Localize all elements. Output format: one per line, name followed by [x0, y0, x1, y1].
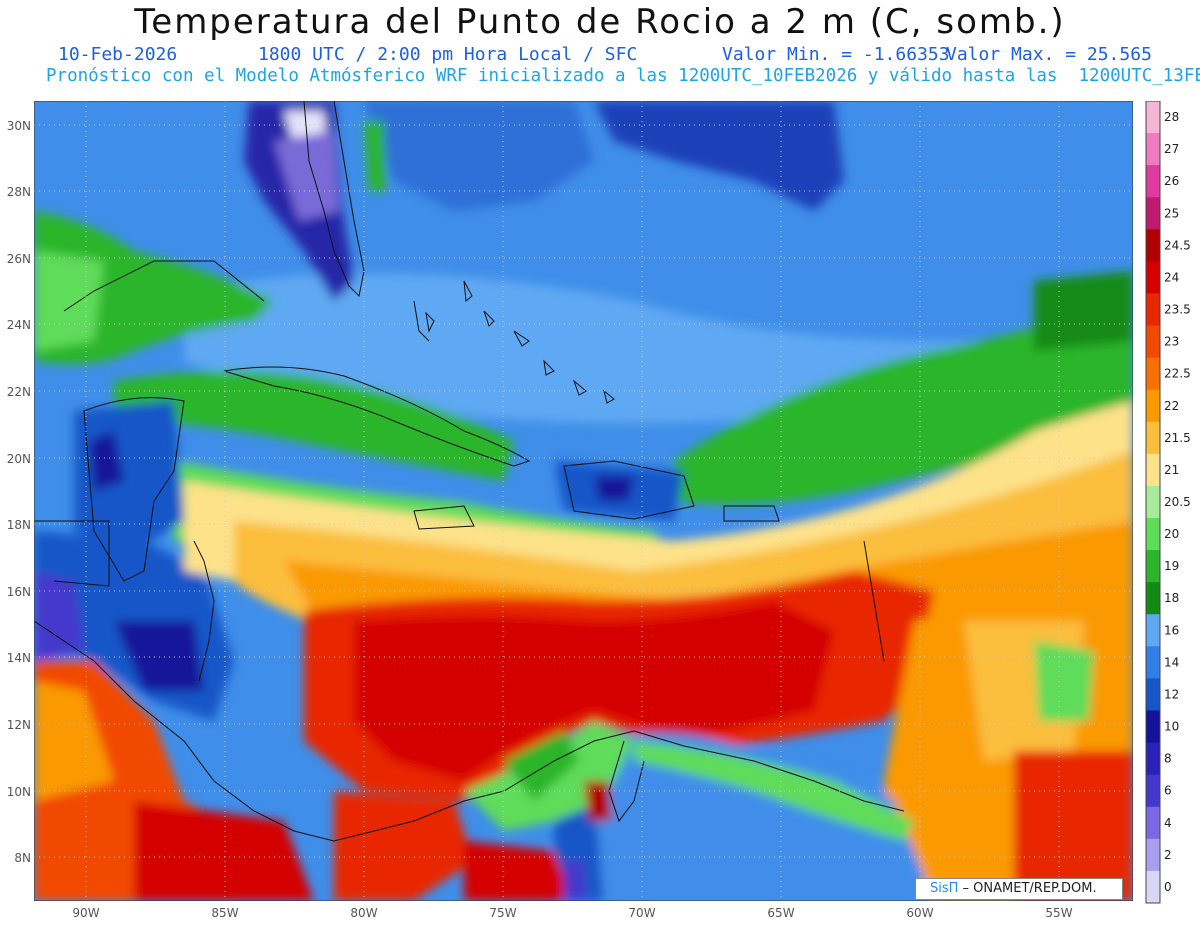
colorbar-swatch [1146, 453, 1160, 487]
colorbar-label: 22.5 [1164, 367, 1191, 381]
colorbar-label: 10 [1164, 720, 1179, 734]
min-value-label: Valor Min. = -1.66353 [722, 44, 950, 65]
colorbar-swatch [1146, 518, 1160, 551]
colorbar-swatch [1146, 774, 1160, 808]
colorbar-swatch [1146, 421, 1160, 455]
time-label: 1800 UTC / 2:00 pm Hora Local / SFC [258, 44, 638, 65]
colorbar-label: 2 [1164, 848, 1172, 862]
colorbar-swatch [1146, 806, 1160, 840]
date-label: 10-Feb-2026 [58, 44, 178, 65]
colorbar-label: 22 [1164, 399, 1179, 413]
lon-label: 80W [350, 906, 377, 920]
colorbar-swatch [1146, 485, 1160, 519]
colorbar-label: 16 [1164, 623, 1179, 637]
colorbar-swatch [1146, 742, 1160, 776]
colorbar-label: 6 [1164, 784, 1172, 798]
lat-label: 24N [7, 318, 31, 332]
lat-label: 14N [7, 651, 31, 665]
lon-label: 75W [489, 906, 516, 920]
lon-label: 70W [628, 906, 655, 920]
colorbar-label: 4 [1164, 816, 1172, 830]
colorbar-label: 0 [1164, 880, 1172, 894]
dewpoint-map [34, 101, 1133, 901]
lon-label: 85W [211, 906, 238, 920]
colorbar-label: 21 [1164, 463, 1179, 477]
lon-label: 90W [72, 906, 99, 920]
colorbar-swatch [1146, 550, 1160, 583]
colorbar-label: 20 [1164, 527, 1179, 541]
colorbar-label: 21.5 [1164, 431, 1191, 445]
colorbar-swatch [1146, 710, 1160, 744]
colorbar-swatch [1146, 678, 1160, 712]
organization-label: – ONAMET/REP.DOM. [958, 881, 1097, 896]
colorbar-swatch [1146, 293, 1160, 327]
colorbar-label: 26 [1164, 174, 1179, 188]
colorbar-swatch [1146, 582, 1160, 615]
lat-label: 26N [7, 252, 31, 266]
longitude-axis: 90W 85W 80W 75W 70W 65W 60W 55W [72, 906, 1072, 920]
lat-label: 28N [7, 185, 31, 199]
credit-box: SisΠ – ONAMET/REP.DOM. [915, 878, 1123, 900]
colorbar-label: 28 [1164, 110, 1179, 124]
lat-label: 20N [7, 452, 31, 466]
colorbar-legend: 2827262524.52423.52322.52221.52120.52019… [1145, 101, 1191, 904]
colorbar-swatch [1146, 229, 1160, 262]
colorbar-swatch [1146, 133, 1160, 166]
lat-label: 16N [7, 585, 31, 599]
lat-label: 8N [14, 851, 31, 865]
lon-label: 60W [906, 906, 933, 920]
colorbar-swatch [1146, 614, 1160, 647]
colorbar-swatch [1146, 646, 1160, 679]
model-info-label: Pronóstico con el Modelo Atmósferico WRF… [46, 66, 1200, 86]
lat-label: 18N [7, 518, 31, 532]
lat-label: 30N [7, 119, 31, 133]
colorbar-label: 24.5 [1164, 238, 1191, 252]
colorbar-label: 24 [1164, 270, 1179, 284]
map-title: Temperatura del Punto de Rocio a 2 m (C,… [134, 2, 1066, 42]
colorbar-swatch [1146, 357, 1160, 391]
colorbar-swatch [1146, 165, 1160, 198]
colorbar-swatch [1146, 197, 1160, 230]
sispi-logo-text: SisΠ [930, 881, 959, 896]
colorbar-label: 8 [1164, 752, 1172, 766]
colorbar-swatch [1146, 101, 1160, 134]
latitude-axis: 30N 28N 26N 24N 22N 20N 18N 16N 14N 12N … [7, 119, 31, 865]
lat-label: 22N [7, 385, 31, 399]
colorbar-swatch [1146, 870, 1160, 904]
colorbar-swatch [1146, 325, 1160, 359]
lat-label: 12N [7, 718, 31, 732]
lon-label: 65W [767, 906, 794, 920]
colorbar-swatch [1146, 389, 1160, 423]
colorbar-swatch [1146, 261, 1160, 294]
lon-label: 55W [1045, 906, 1072, 920]
colorbar-label: 18 [1164, 591, 1179, 605]
colorbar-label: 20.5 [1164, 495, 1191, 509]
colorbar-label: 14 [1164, 655, 1179, 669]
colorbar-label: 19 [1164, 559, 1179, 573]
colorbar-label: 27 [1164, 142, 1179, 156]
lat-label: 10N [7, 785, 31, 799]
colorbar-swatch [1146, 838, 1160, 872]
colorbar-label: 25 [1164, 206, 1179, 220]
colorbar-label: 23 [1164, 335, 1179, 349]
colorbar-label: 12 [1164, 687, 1179, 701]
colorbar-label: 23.5 [1164, 303, 1191, 317]
max-value-label: Valor Max. = 25.565 [946, 44, 1152, 65]
